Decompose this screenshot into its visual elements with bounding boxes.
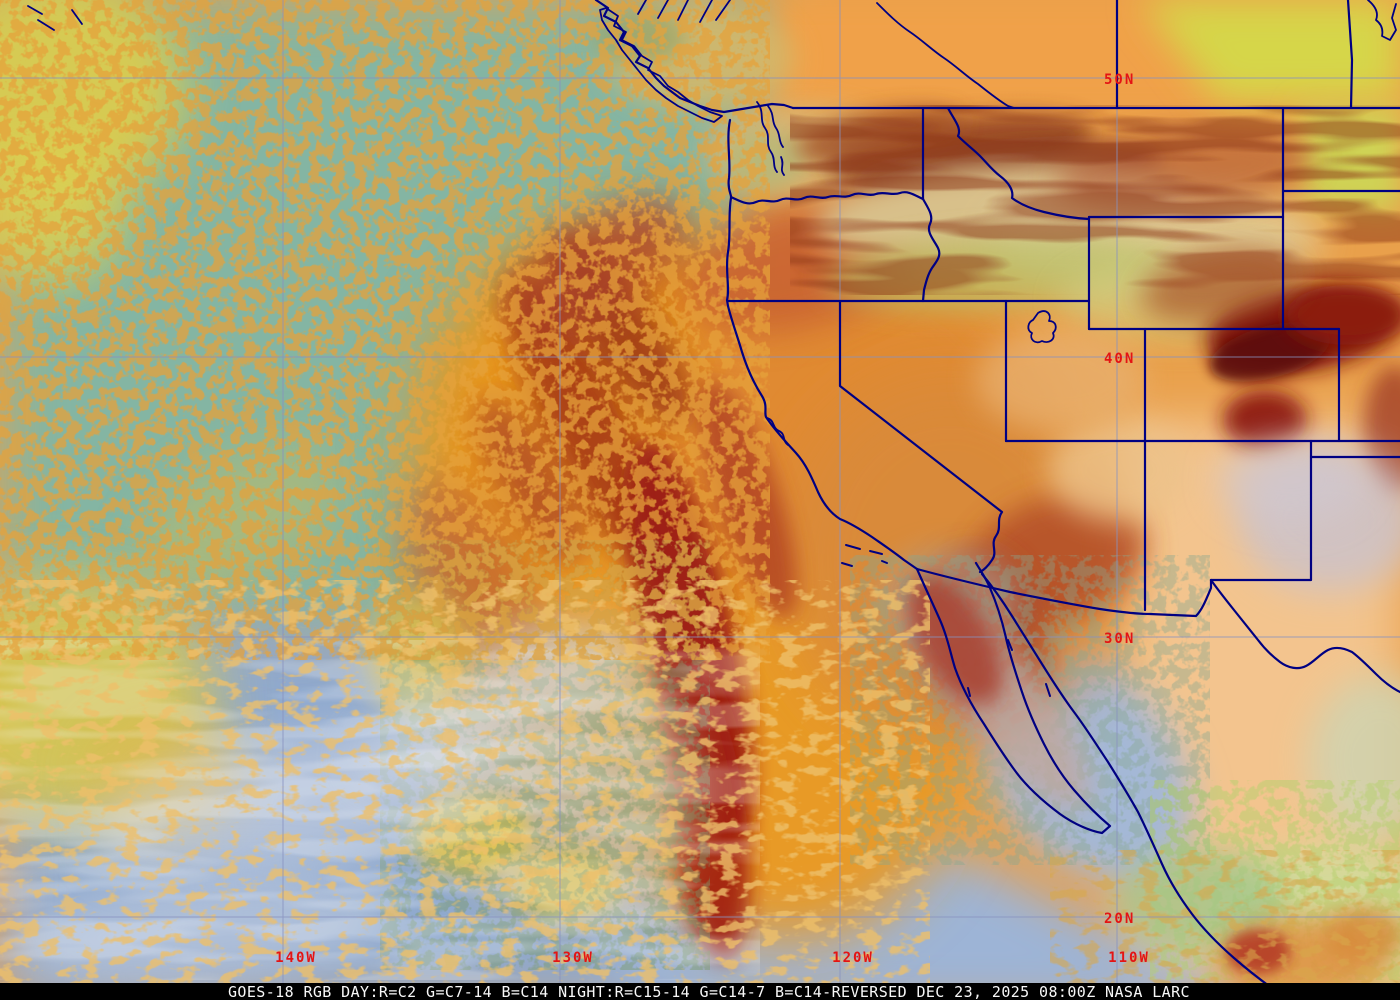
- california-nevada-border: [838, 299, 1004, 574]
- great-salt-lake: [1027, 310, 1057, 344]
- channel-islands: [841, 544, 888, 567]
- longitude-label-110w: 110W: [1108, 950, 1150, 966]
- longitude-label-140w: 140W: [275, 950, 317, 966]
- baja-california-coast: [915, 561, 1112, 835]
- saskatchewan-manitoba-border: [1346, 0, 1354, 110]
- status-bar-background: [0, 983, 1400, 1000]
- status-bar-text: GOES-18 RGB DAY:R=C2 G=C7-14 B=C14 NIGHT…: [228, 983, 1190, 1000]
- us-mexico-border: [915, 567, 1213, 618]
- vancouver-island-coast: [599, 7, 723, 123]
- longitude-labels: 140W 130W 120W 110W: [275, 950, 1150, 966]
- idaho-montana-border: [946, 106, 1091, 221]
- latitude-label-50n: 50N: [1104, 72, 1135, 88]
- haida-gwaii-marks: [27, 5, 83, 31]
- new-mexico-texas-border: [1209, 439, 1313, 582]
- map-borders: [27, 0, 1400, 1000]
- puget-sound-waterways: [756, 101, 785, 176]
- mexico-mainland-coast: [980, 572, 1290, 1000]
- latitude-label-40n: 40N: [1104, 351, 1135, 367]
- longitude-label-120w: 120W: [832, 950, 874, 966]
- latitude-label-20n: 20N: [1104, 911, 1135, 927]
- bc-fjord-inlets: [637, 0, 731, 23]
- fraser-river: [876, 2, 1015, 109]
- latitude-labels: 50N 40N 30N 20N: [1104, 72, 1135, 927]
- longitude-label-130w: 130W: [552, 950, 594, 966]
- status-bar: GOES-18 RGB DAY:R=C2 G=C7-14 B=C14 NIGHT…: [0, 983, 1400, 1000]
- oregon-idaho-border: [921, 197, 941, 303]
- latitude-label-30n: 30N: [1104, 631, 1135, 647]
- manitoba-lake: [1367, 0, 1397, 41]
- gulf-islands: [967, 639, 1051, 697]
- rio-grande-river: [1209, 578, 1400, 694]
- san-francisco-bay: [766, 417, 789, 446]
- washington-oregon-border: [729, 191, 925, 205]
